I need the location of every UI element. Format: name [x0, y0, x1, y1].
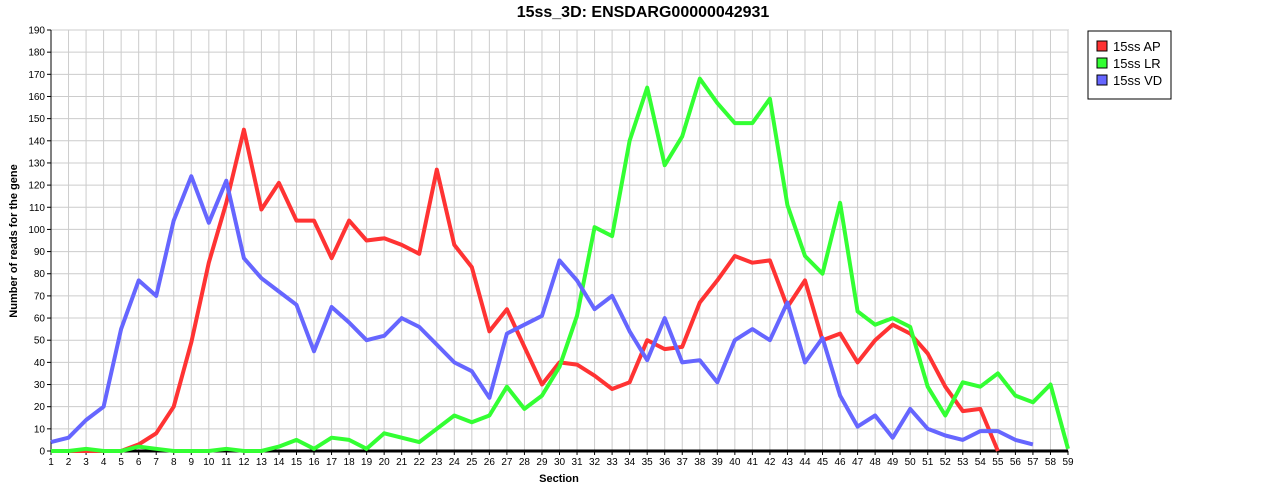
y-tick-label: 100 — [28, 225, 45, 236]
legend-entry-label: 15ss AP — [1113, 39, 1161, 54]
series-lines — [50, 76, 1070, 453]
series-line-15ss-lr — [51, 76, 1070, 453]
x-tick-label: 44 — [799, 457, 811, 468]
x-tick-label: 16 — [308, 457, 320, 468]
y-axis-label: Number of reads for the gene — [8, 164, 20, 317]
y-tick-label: 40 — [34, 358, 46, 369]
y-tick-label: 170 — [28, 70, 45, 81]
y-tick-label: 160 — [28, 92, 45, 103]
x-tick-label: 56 — [1010, 457, 1022, 468]
x-tick-label: 40 — [729, 457, 741, 468]
x-tick-label: 30 — [554, 457, 566, 468]
x-tick-label: 53 — [957, 457, 969, 468]
y-tick-label: 80 — [34, 269, 46, 280]
y-tick-label: 110 — [29, 203, 45, 214]
y-tick-label: 50 — [34, 336, 46, 347]
x-tick-label: 21 — [396, 457, 408, 468]
x-tick-label: 35 — [642, 457, 654, 468]
x-tick-label: 4 — [101, 457, 107, 468]
y-tick-label: 70 — [34, 291, 46, 302]
x-tick-label: 37 — [677, 457, 689, 468]
y-tick-label: 90 — [34, 247, 46, 258]
x-axis-ticks: 1 2 3 4 5 6 7 8 9 10 11 12 13 14 15 16 17 18 19 20 21 22 23 24 2… — [48, 451, 1074, 468]
x-tick-label: 17 — [326, 457, 338, 468]
x-tick-label: 49 — [887, 457, 899, 468]
x-tick-label: 9 — [188, 457, 194, 468]
x-tick-label: 54 — [975, 457, 987, 468]
x-tick-label: 14 — [273, 457, 285, 468]
x-tick-label: 2 — [66, 457, 72, 468]
x-tick-label: 5 — [118, 457, 124, 468]
x-tick-label: 8 — [171, 457, 177, 468]
x-tick-label: 42 — [764, 457, 776, 468]
y-tick-label: 60 — [34, 314, 46, 325]
x-tick-label: 52 — [940, 457, 952, 468]
x-tick-label: 27 — [501, 457, 513, 468]
y-tick-label: 130 — [28, 158, 45, 169]
y-tick-label: 190 — [28, 26, 45, 37]
x-tick-label: 13 — [256, 457, 268, 468]
x-tick-label: 15 — [291, 457, 303, 468]
y-tick-label: 10 — [34, 424, 46, 435]
x-tick-label: 34 — [624, 457, 636, 468]
x-tick-label: 25 — [466, 457, 478, 468]
x-tick-label: 45 — [817, 457, 829, 468]
x-tick-label: 18 — [344, 457, 356, 468]
y-tick-label: 140 — [28, 136, 45, 147]
x-tick-label: 28 — [519, 457, 531, 468]
legend-entry-label: 15ss LR — [1113, 56, 1161, 71]
x-tick-label: 20 — [379, 457, 391, 468]
legend-swatch — [1096, 57, 1108, 69]
y-tick-label: 0 — [39, 447, 45, 458]
series-line-15ss-vd — [50, 174, 1034, 447]
chart-title: 15ss_3D: ENSDARG00000042931 — [517, 4, 770, 21]
x-tick-label: 55 — [992, 457, 1004, 468]
x-tick-label: 24 — [449, 457, 461, 468]
x-tick-label: 46 — [834, 457, 846, 468]
x-tick-label: 7 — [153, 457, 159, 468]
y-tick-label: 150 — [28, 114, 45, 125]
x-tick-label: 41 — [747, 457, 759, 468]
x-tick-label: 12 — [238, 457, 250, 468]
x-tick-label: 1 — [48, 457, 54, 468]
grid — [50, 29, 1069, 452]
y-tick-label: 180 — [28, 48, 45, 59]
x-tick-label: 57 — [1027, 457, 1039, 468]
x-tick-label: 32 — [589, 457, 601, 468]
x-axis-label: Section — [539, 473, 579, 485]
x-tick-label: 26 — [484, 457, 496, 468]
y-tick-label: 20 — [34, 402, 46, 413]
x-tick-label: 51 — [922, 457, 934, 468]
legend-entry-label: 15ss VD — [1113, 73, 1162, 88]
x-tick-label: 19 — [361, 457, 373, 468]
x-tick-label: 31 — [571, 457, 583, 468]
x-tick-label: 38 — [694, 457, 706, 468]
x-tick-label: 3 — [83, 457, 89, 468]
x-tick-label: 10 — [203, 457, 215, 468]
x-tick-label: 39 — [712, 457, 724, 468]
x-tick-label: 6 — [136, 457, 142, 468]
x-tick-label: 47 — [852, 457, 864, 468]
x-tick-label: 22 — [414, 457, 426, 468]
y-axis-ticks: 0 10 20 30 40 50 60 70 80 90 100 110 120 130 140 150 160… — [28, 26, 51, 458]
x-tick-label: 33 — [607, 457, 619, 468]
x-tick-label: 23 — [431, 457, 443, 468]
y-tick-label: 30 — [34, 380, 46, 391]
legend-swatch — [1096, 40, 1108, 52]
legend-swatch — [1096, 74, 1108, 86]
series-line-15ss-ap — [51, 127, 1000, 453]
legend: 15ss AP 15ss LR 15ss VD — [1087, 30, 1172, 100]
y-tick-label: 120 — [28, 181, 45, 192]
x-tick-label: 58 — [1045, 457, 1057, 468]
x-tick-label: 29 — [536, 457, 548, 468]
x-tick-label: 48 — [870, 457, 882, 468]
x-tick-label: 36 — [659, 457, 671, 468]
x-tick-label: 43 — [782, 457, 794, 468]
x-tick-label: 11 — [221, 457, 232, 468]
x-tick-label: 59 — [1062, 457, 1074, 468]
x-tick-label: 50 — [905, 457, 917, 468]
